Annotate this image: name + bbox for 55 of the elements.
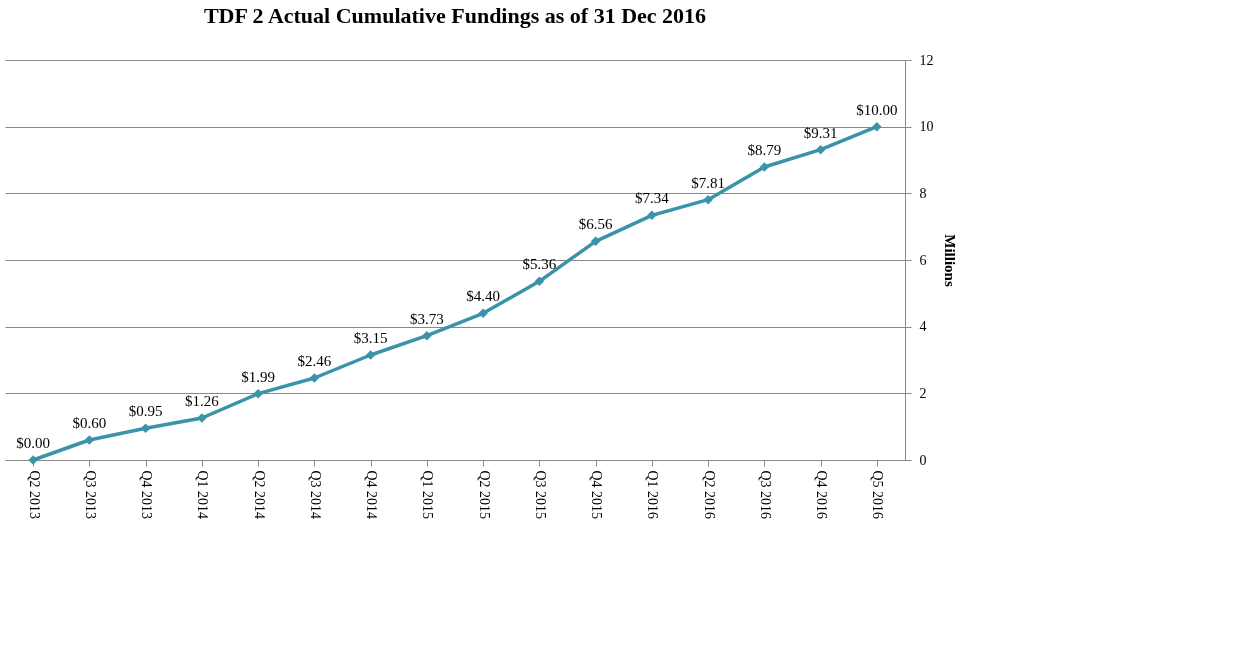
data-label: $1.99 <box>241 368 275 385</box>
x-tick-label: Q1 2016 <box>645 470 661 520</box>
point <box>422 330 432 341</box>
x-tick-label: Q3 2013 <box>82 470 98 520</box>
x-tick-label: Q4 2013 <box>139 470 155 520</box>
y-tick-label: 6 <box>919 252 927 268</box>
data-label: $3.15 <box>353 330 388 346</box>
y-tick-label: 8 <box>919 185 927 201</box>
data-label: $1.26 <box>185 393 220 409</box>
data-label: $0.95 <box>128 403 163 420</box>
x-tick-label: Q4 2016 <box>814 470 830 520</box>
point <box>309 373 320 383</box>
point <box>534 276 545 287</box>
data-label: $7.81 <box>691 174 725 191</box>
data-label: $0.60 <box>72 415 107 431</box>
y-tick-label: 2 <box>919 385 927 401</box>
y-tick-label: 0 <box>919 452 927 468</box>
point <box>815 144 826 155</box>
point <box>140 423 151 434</box>
point <box>647 210 657 221</box>
x-tick-label: Q3 2014 <box>307 470 323 520</box>
data-label: $0.00 <box>16 435 50 451</box>
y-tick-label: 12 <box>919 52 934 68</box>
x-tick-label: Q3 2016 <box>757 470 773 520</box>
point <box>478 308 488 319</box>
x-tick-label: Q4 2015 <box>589 470 605 520</box>
x-tick-label: Q2 2013 <box>26 470 42 520</box>
point <box>590 236 601 247</box>
x-tick-label: Q2 2015 <box>476 470 492 520</box>
x-tick-label: Q3 2015 <box>532 470 548 520</box>
x-tick-label: Q2 2014 <box>251 470 267 520</box>
point <box>703 194 713 205</box>
y-tick-label: 10 <box>919 119 934 135</box>
data-label: $5.36 <box>522 256 557 273</box>
data-label: $10.00 <box>856 101 898 118</box>
x-tick-label: Q4 2014 <box>364 470 380 520</box>
data-label: $6.56 <box>578 216 613 233</box>
x-tick-label: Q1 2014 <box>195 470 211 520</box>
data-label: $2.46 <box>297 353 332 369</box>
point <box>84 435 95 445</box>
data-label: $8.79 <box>747 142 782 158</box>
data-label: $3.73 <box>410 310 444 327</box>
chart-title: TDF 2 Actual Cumulative Fundings as of 31 Dec 2016 <box>203 3 707 28</box>
data-label: $4.40 <box>466 288 500 305</box>
y-axis-title: Millions <box>941 234 958 287</box>
data-label: $7.34 <box>635 190 670 207</box>
x-tick-label: Q1 2015 <box>420 470 436 520</box>
data-label: $9.31 <box>803 124 838 141</box>
y-tick-label: 4 <box>919 319 927 335</box>
x-tick-label: Q5 2016 <box>870 470 886 520</box>
point <box>253 388 263 399</box>
point <box>365 350 376 360</box>
point <box>759 162 770 172</box>
x-tick-label: Q2 2016 <box>701 470 717 520</box>
point <box>872 121 882 132</box>
